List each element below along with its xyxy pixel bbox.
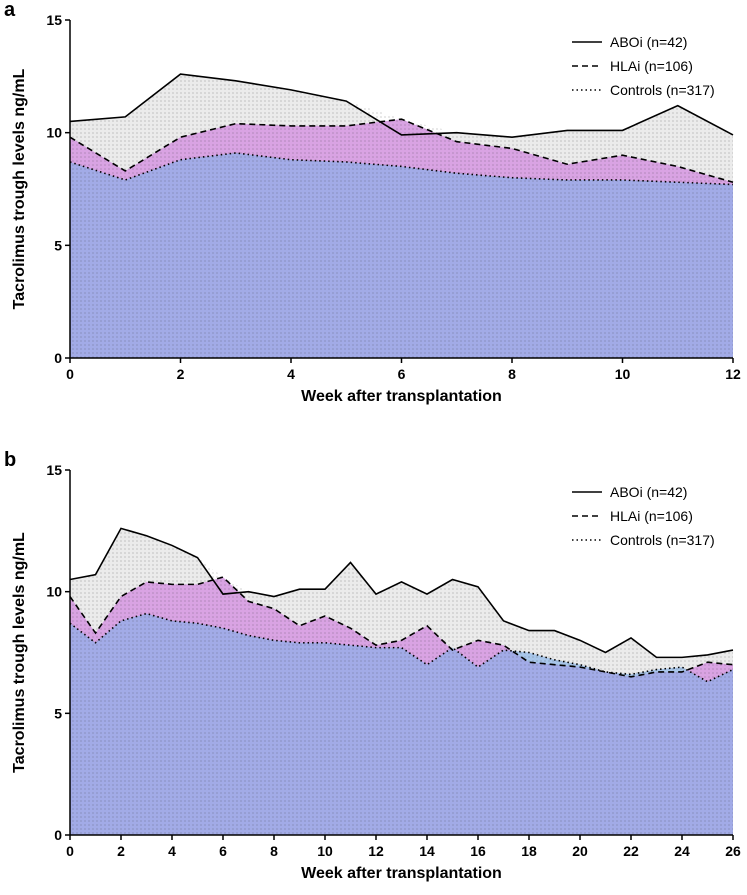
x-tick-label: 18 [521,843,537,859]
legend-label: ABOi (n=42) [610,34,687,50]
x-tick-label: 8 [270,843,278,859]
x-tick-label: 2 [177,366,185,382]
y-tick-label: 0 [54,827,62,843]
line [69,527,734,659]
panel: a 0 5 10 15 0 2 4 6 8 10 12 Week after transplantati… [4,0,741,405]
y-axis-title: Tacrolimus trough levels ng/mL [11,532,28,773]
y-tick-label: 5 [54,705,62,721]
x-tick-label: 14 [419,843,435,859]
y-tick-label: 10 [46,584,62,600]
x-tick-label: 20 [572,843,588,859]
x-tick-label: 6 [398,366,406,382]
line [69,612,734,683]
panel-label: a [4,0,16,21]
x-axis-title: Week after transplantation [301,865,502,882]
y-tick-label: 5 [54,237,62,253]
panel-label: b [4,449,16,471]
legend-label: ABOi (n=42) [610,484,687,500]
x-tick-label: 10 [615,366,631,382]
legend-label: Controls (n=317) [610,82,715,98]
x-tick-label: 4 [168,843,176,859]
y-tick-label: 15 [46,462,62,478]
x-axis-title: Week after transplantation [301,388,502,405]
texture [70,528,733,835]
x-tick-label: 2 [117,843,125,859]
x-tick-label: 10 [317,843,333,859]
y-tick-label: 15 [46,12,62,28]
legend-label: HLAi (n=106) [610,508,693,524]
x-tick-label: 4 [287,366,295,382]
line [69,576,734,678]
line [69,118,734,184]
x-tick-label: 22 [623,843,639,859]
y-tick-label: 0 [54,350,62,366]
x-tick-label: 26 [725,843,741,859]
x-tick-label: 12 [368,843,384,859]
texture [70,74,733,358]
y-axis-title: Tacrolimus trough levels ng/mL [11,68,28,309]
x-tick-label: 0 [66,366,74,382]
x-tick-label: 12 [725,366,741,382]
x-tick-label: 16 [470,843,486,859]
legend-label: Controls (n=317) [610,532,715,548]
x-tick-label: 6 [219,843,227,859]
x-tick-label: 8 [508,366,516,382]
legend-label: HLAi (n=106) [610,58,693,74]
x-tick-label: 24 [674,843,690,859]
y-tick-label: 10 [46,125,62,141]
line [69,73,734,138]
x-tick-label: 0 [66,843,74,859]
